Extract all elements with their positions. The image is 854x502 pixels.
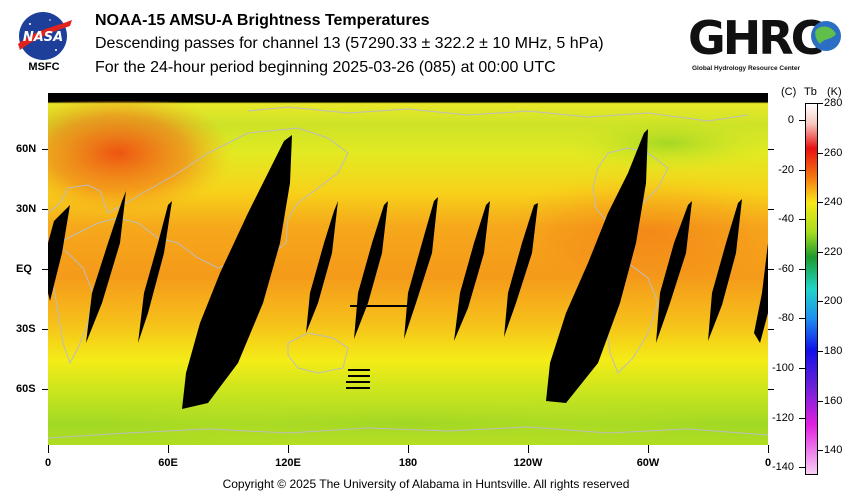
colorbar-kelvin-tick	[818, 351, 823, 352]
colorbar-celsius-label: 0	[787, 113, 794, 126]
colorbar-kelvin-label: 180	[824, 345, 843, 357]
longitude-label: 120W	[513, 457, 543, 469]
longitude-label: 0	[764, 457, 772, 469]
colorbar-celsius-label: -100	[771, 361, 794, 374]
plot-header: NOAA-15 AMSU-A Brightness Temperatures D…	[95, 10, 604, 80]
colorbar-kelvin-tick	[818, 251, 823, 253]
colorbar-kelvin-tick	[818, 450, 823, 452]
latitude-tick	[42, 209, 48, 210]
latitude-label: 60N	[16, 143, 37, 155]
colorbar-celsius-tick	[799, 119, 805, 121]
plot-title: NOAA-15 AMSU-A Brightness Temperatures	[95, 12, 430, 29]
svg-text:NASA: NASA	[23, 30, 63, 45]
longitude-tick	[648, 445, 649, 453]
longitude-label: 60E	[158, 457, 178, 469]
time-period: For the 24-hour period beginning 2025-03…	[95, 59, 556, 76]
colorbar-kelvin-label: 220	[824, 245, 843, 258]
colorbar-celsius-tick	[799, 219, 805, 221]
colorbar-celsius-label: -60	[778, 262, 794, 275]
colorbar-kelvin-tick	[818, 202, 823, 204]
nasa-msfc-logo: NASA MSFC	[12, 10, 76, 73]
colorbar: (C) Tb (K) 280 260 240 220 200 180 160 140 0 -20 -…	[772, 86, 854, 486]
latitude-label: 30N	[16, 203, 37, 215]
colorbar-kelvin-tick	[818, 103, 823, 104]
latitude-tick-right	[768, 389, 774, 390]
colorbar-kelvin-tick	[818, 301, 823, 303]
svg-text:GHRC: GHRC	[688, 11, 822, 65]
colorbar-kelvin-label: 280	[824, 97, 843, 109]
ghrc-logo: GHRC Global Hydrology Resource Center	[686, 10, 848, 76]
colorbar-celsius-label: -140	[771, 461, 794, 474]
copyright-footer: Copyright © 2025 The University of Alaba…	[0, 477, 854, 491]
colorbar-scale	[805, 103, 818, 475]
latitude-tick	[42, 389, 48, 390]
colorbar-kelvin-label: 140	[824, 444, 843, 457]
colorbar-kelvin-tick	[818, 400, 823, 402]
longitude-label: 120E	[275, 457, 301, 469]
colorbar-quantity-label: Tb	[804, 86, 817, 98]
ghrc-caption: Global Hydrology Resource Center	[692, 65, 800, 72]
copyright-text: Copyright © 2025 The University of Alaba…	[222, 477, 630, 491]
latitude-label: EQ	[16, 263, 32, 275]
colorbar-celsius-tick	[799, 467, 805, 469]
colorbar-celsius-label: -80	[778, 312, 794, 325]
colorbar-unit-celsius: (C)	[781, 86, 797, 98]
colorbar-kelvin-tick	[818, 152, 823, 154]
colorbar-unit-kelvin: (K)	[827, 86, 842, 98]
latitude-tick-right	[768, 269, 774, 270]
latitude-label: 30S	[16, 323, 36, 335]
longitude-label: 0	[44, 457, 52, 469]
orbit-data-gaps	[48, 129, 768, 409]
latitude-tick	[42, 269, 48, 270]
colorbar-celsius-label: -40	[778, 213, 794, 226]
latitude-tick-right	[768, 209, 774, 210]
colorbar-celsius-label: -20	[778, 163, 794, 176]
colorbar-kelvin-label: 200	[824, 295, 843, 308]
longitude-tick	[288, 445, 289, 453]
latitude-tick-right	[768, 329, 774, 330]
longitude-tick	[528, 445, 529, 453]
longitude-label: 180	[398, 457, 418, 469]
colorbar-celsius-tick	[799, 417, 805, 419]
longitude-tick	[408, 445, 409, 453]
latitude-tick	[42, 329, 48, 330]
longitude-axis: 0 60E 120E 180 120W 60W 0	[0, 445, 854, 475]
colorbar-kelvin-label: 260	[824, 146, 843, 159]
colorbar-celsius-tick	[799, 268, 805, 270]
longitude-tick	[768, 445, 769, 453]
longitude-label: 60W	[636, 457, 660, 469]
msfc-caption: MSFC	[28, 61, 59, 72]
latitude-tick-right	[768, 149, 774, 150]
colorbar-celsius-label: -120	[771, 411, 794, 424]
colorbar-celsius-tick	[799, 367, 805, 369]
longitude-tick	[48, 445, 49, 453]
latitude-tick	[42, 149, 48, 150]
channel-description: Descending passes for channel 13 (57290.…	[95, 35, 604, 52]
latitude-label: 60S	[16, 383, 36, 395]
brightness-temperature-map	[48, 93, 768, 445]
colorbar-celsius-tick	[799, 318, 805, 320]
colorbar-celsius-tick	[799, 169, 805, 171]
colorbar-kelvin-label: 240	[824, 196, 843, 209]
latitude-axis: 60N 30N EQ 30S 60S	[0, 93, 48, 445]
longitude-tick	[168, 445, 169, 453]
colorbar-kelvin-label: 160	[824, 394, 843, 407]
